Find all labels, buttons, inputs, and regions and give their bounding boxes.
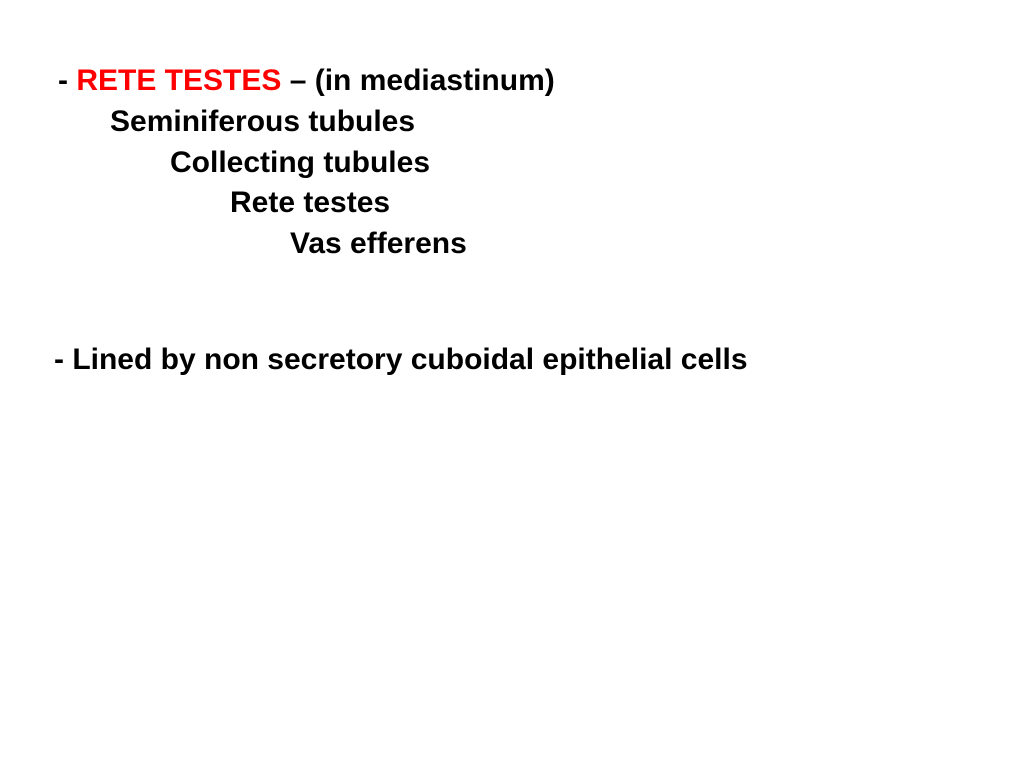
heading-black: – (in mediastinum) — [290, 64, 555, 97]
indent-item-1: Seminiferous tubules — [110, 102, 974, 143]
indent-item-4: Vas efferens — [290, 224, 974, 265]
indent-item-2: Collecting tubules — [170, 143, 974, 184]
indent-item-3: Rete testes — [230, 183, 974, 224]
heading-red: RETE TESTES — [76, 64, 289, 97]
slide-content: - RETE TESTES – (in mediastinum) Seminif… — [0, 0, 1024, 441]
heading-line: - RETE TESTES – (in mediastinum) — [58, 60, 974, 102]
bullet-dash: - — [58, 64, 76, 97]
second-bullet: - Lined by non secretory cuboidal epithe… — [54, 339, 974, 381]
